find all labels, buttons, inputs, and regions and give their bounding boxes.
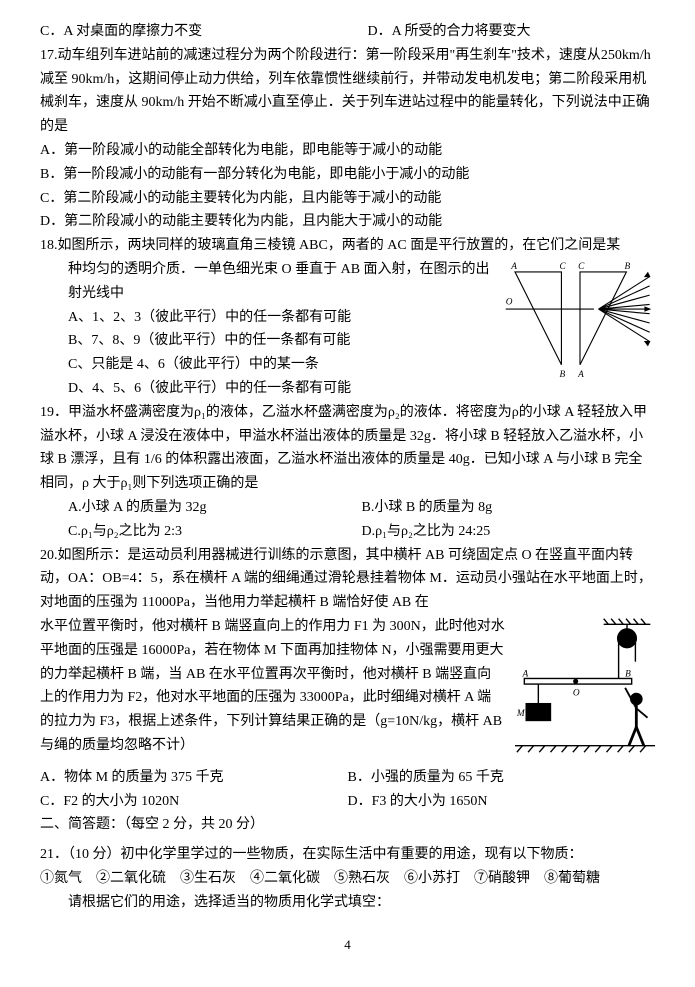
q21-list: ①氮气 ②二氧化硫 ③生石灰 ④二氧化碳 ⑤熟石灰 ⑥小苏打 ⑦硝酸钾 ⑧葡萄糖: [40, 867, 655, 891]
q21-stem: 21．（10 分）初中化学里学过的一些物质，在实际生活中有重要的用途，现有以下物…: [40, 843, 655, 867]
q16-opt-d: D．A 所受的合力将要变大: [368, 20, 656, 44]
prism-label-b-right: B: [625, 262, 631, 272]
pulley-label-m: M: [516, 709, 526, 719]
q21-instruct: 请根据它们的用途，选择适当的物质用化学式填空：: [40, 891, 655, 915]
prism-label-o: O: [506, 297, 513, 307]
prism-figure: A C B C B A O: [505, 258, 655, 388]
prism-label-c-right: C: [578, 262, 585, 272]
q19-opt-a: A.小球 A 的质量为 32g: [68, 496, 362, 520]
q20-opt-b: B．小强的质量为 65 千克: [348, 766, 656, 790]
q19-stem: 19．甲溢水杯盛满密度为ρ₁的液体，乙溢水杯盛满密度为ρ₂的液体．将密度为ρ的小…: [40, 401, 655, 496]
q18-stem-1: 18.如图所示，两块同样的玻璃直角三棱镜 ABC，两者的 AC 面是平行放置的，…: [40, 234, 655, 258]
q16-opt-c: C．A 对桌面的摩擦力不变: [40, 20, 328, 44]
q20-stem-1: 20.如图所示：是运动员利用器械进行训练的示意图，其中横杆 AB 可绕固定点 O…: [40, 544, 655, 615]
pulley-label-b: B: [625, 670, 631, 680]
pulley-label-a: A: [521, 670, 528, 680]
q17-opt-d: D．第二阶段减小的动能主要转化为内能，且内能大于减小的动能: [40, 210, 655, 234]
q19-opt-b: B.小球 B 的质量为 8g: [362, 496, 656, 520]
q17-opt-c: C．第二阶段减小的动能主要转化为内能，且内能等于减小的动能: [40, 187, 655, 211]
prism-label-a-right: A: [577, 370, 584, 380]
q19-opt-d: D.ρ₁与ρ₂之比为 24:25: [362, 520, 656, 544]
q19-opt-c: C.ρ₁与ρ₂之比为 2:3: [68, 520, 362, 544]
q17-opt-a: A．第一阶段减小的动能全部转化为电能，即电能等于减小的动能: [40, 139, 655, 163]
q20-opt-a: A．物体 M 的质量为 375 千克: [40, 766, 348, 790]
q17-opt-b: B．第一阶段减小的动能有一部分转化为电能，即电能小于减小的动能: [40, 163, 655, 187]
prism-label-a-left: A: [510, 262, 517, 272]
pulley-label-o: O: [573, 688, 580, 698]
q17-stem: 17.动车组列车进站前的减速过程分为两个阶段进行：第一阶段采用"再生刹车"技术，…: [40, 44, 655, 139]
q20-opt-c: C．F2 的大小为 1020N: [40, 790, 348, 814]
page-number: 4: [40, 934, 655, 956]
prism-label-b-left: B: [560, 370, 566, 380]
pulley-figure: A O B M: [515, 615, 655, 755]
prism-label-c-left: C: [560, 262, 567, 272]
section2-title: 二、简答题：（每空 2 分，共 20 分）: [40, 813, 655, 837]
q20-opt-d: D．F3 的大小为 1650N: [348, 790, 656, 814]
q16-options-cd: C．A 对桌面的摩擦力不变 D．A 所受的合力将要变大: [40, 20, 655, 44]
